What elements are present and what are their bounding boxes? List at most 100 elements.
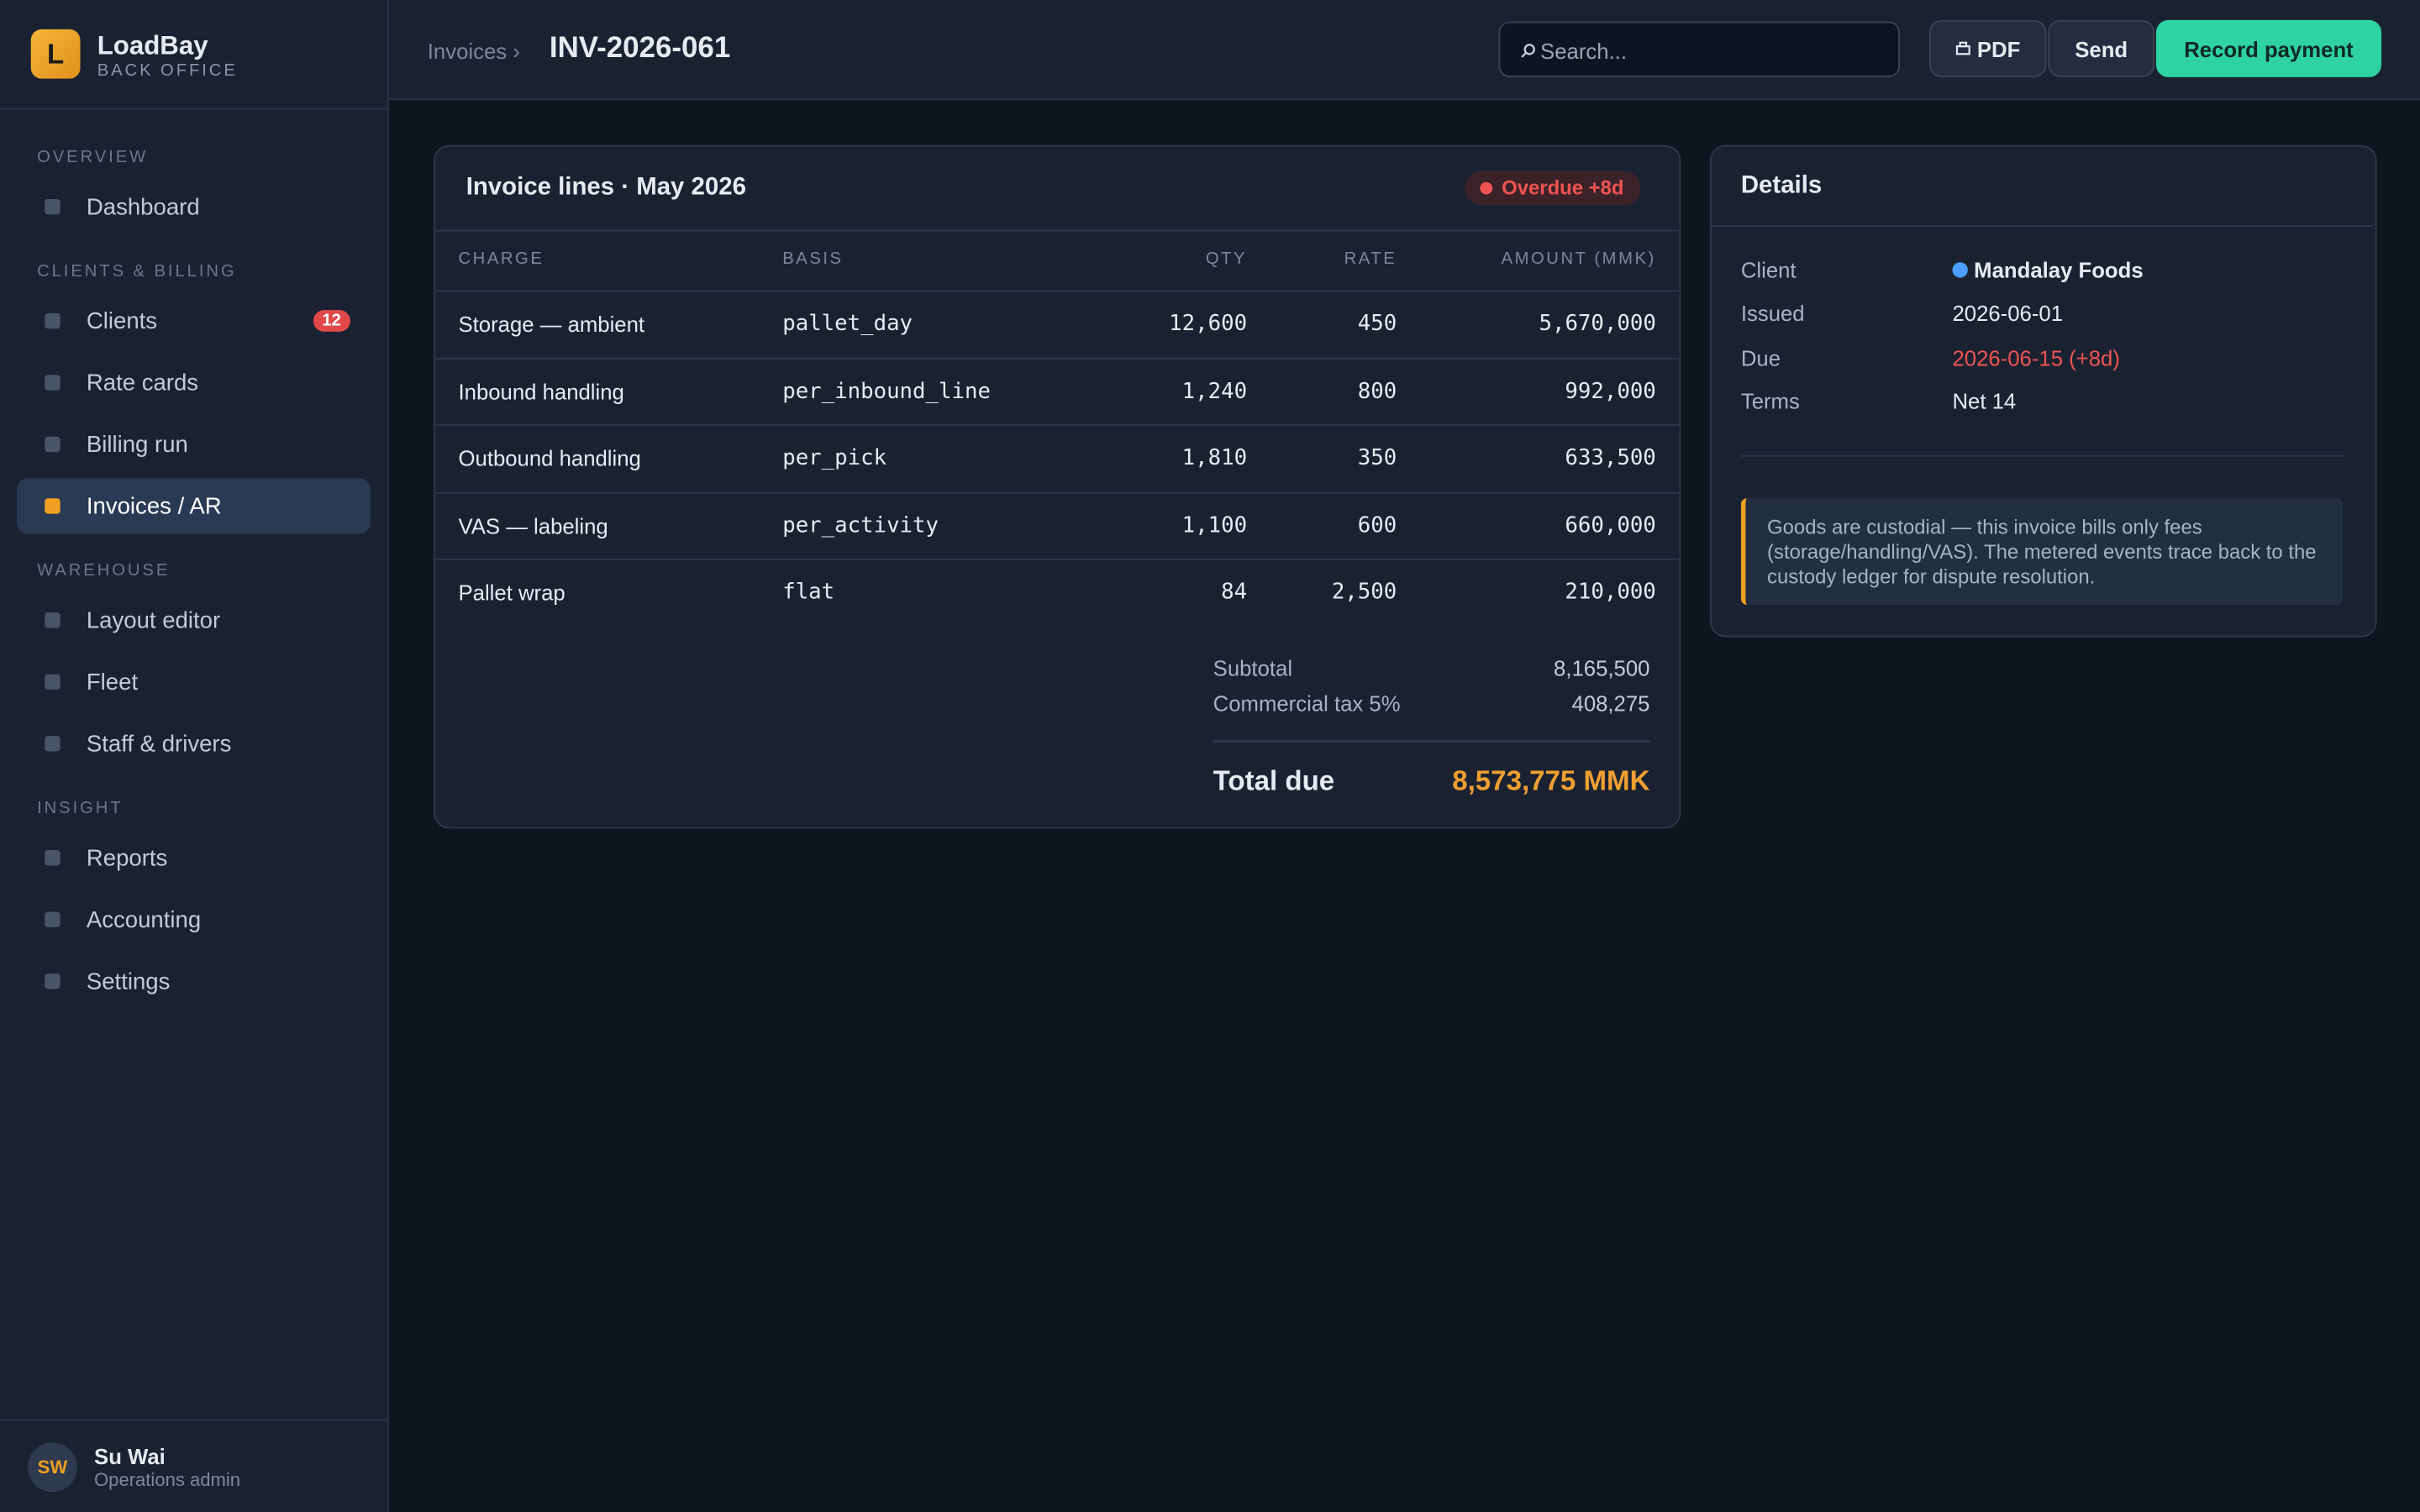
nav-label: Staff & drivers [86, 730, 232, 757]
table-cell: 350 [1357, 446, 1397, 471]
divider [434, 491, 1680, 494]
nav-item[interactable]: Rate cards [17, 354, 371, 410]
detail-text: 2026-06-01 [1952, 301, 2064, 327]
nav-item[interactable]: Dashboard [17, 179, 371, 234]
nav-label: Invoices / AR [86, 492, 222, 520]
column-header: QTY [1205, 249, 1248, 269]
nav-label: Dashboard [86, 193, 200, 220]
detail-value: Mandalay Foods [1952, 257, 2144, 283]
divider [1711, 225, 2374, 228]
pdf-icon [1955, 41, 1970, 55]
status-badge: Overdue +8d [1465, 171, 1641, 206]
table-cell: 800 [1357, 379, 1397, 404]
nav-label: Rate cards [86, 369, 199, 396]
table-cell: 84 [1221, 580, 1248, 606]
invoice-card [434, 144, 1681, 829]
nav-item[interactable]: Billing run [17, 417, 371, 472]
nav-icon [45, 850, 60, 866]
record-payment-button[interactable]: Record payment [2155, 19, 2382, 77]
divider [434, 290, 1680, 292]
column-header: RATE [1344, 249, 1397, 269]
total-value: 8,165,500 [1554, 655, 1650, 681]
table-cell: per_pick [782, 446, 887, 471]
total-due-label: Total due [1213, 765, 1335, 796]
page-title: INV-2026-061 [549, 32, 731, 66]
user-name: Su Wai [94, 1444, 166, 1469]
nav-item[interactable]: Settings [17, 953, 371, 1009]
table-cell: 1,240 [1181, 379, 1248, 404]
status-text: Overdue +8d [1502, 176, 1624, 199]
total-label: Commercial tax 5% [1213, 690, 1401, 717]
detail-value: 2026-06-01 [1952, 302, 2063, 326]
section-title: OVERVIEW [37, 148, 149, 167]
nav-icon [45, 973, 60, 990]
nav-item[interactable]: Invoices / AR [17, 478, 371, 534]
section-title: INSIGHT [37, 799, 124, 818]
detail-value: 2026-06-15 (+8d) [1952, 345, 2119, 370]
avatar[interactable]: SW [28, 1442, 77, 1493]
brand-subtitle: BACK OFFICE [97, 61, 238, 81]
section-title: WAREHOUSE [37, 561, 171, 580]
table-cell: pallet_day [782, 312, 913, 337]
brand: LoadBay [97, 30, 208, 60]
details-title: Details [1740, 172, 1823, 199]
table-cell: VAS — labeling [458, 513, 608, 538]
nav-item[interactable]: Layout editor [17, 592, 371, 648]
note: Goods are custodial — this invoice bills… [1740, 498, 2344, 606]
pdf-button[interactable]: PDF [1928, 19, 2047, 77]
table-cell: 1,810 [1181, 446, 1248, 471]
nav-item[interactable]: Staff & drivers [17, 716, 371, 771]
detail-label: Issued [1740, 301, 1805, 327]
column-header: BASIS [782, 249, 844, 269]
nav-icon [45, 911, 60, 927]
divider [1740, 454, 2344, 457]
nav-label: Layout editor [86, 606, 221, 633]
nav-label: Accounting [86, 906, 202, 933]
detail-text: Net 14 [1952, 388, 2017, 414]
nav-item[interactable]: Fleet [17, 654, 371, 710]
table-cell: 2,500 [1331, 580, 1397, 606]
column-header: CHARGE [458, 249, 544, 269]
search[interactable]: Search... [1498, 21, 1901, 77]
table-cell: 660,000 [1565, 513, 1656, 538]
nav-label: Settings [86, 968, 171, 995]
section-title: CLIENTS & BILLING [37, 262, 237, 281]
nav-icon [45, 498, 60, 514]
nav-icon [45, 612, 60, 628]
status-dot [1480, 181, 1493, 195]
nav-icon [45, 375, 60, 391]
table-cell: 992,000 [1565, 379, 1656, 404]
user-role: Operations admin [94, 1468, 241, 1491]
nav-item[interactable]: Clients 12 [17, 293, 371, 349]
search-placeholder: Search... [1540, 38, 1627, 64]
nav-item[interactable]: Accounting [17, 892, 371, 948]
table-cell: 600 [1357, 513, 1397, 538]
breadcrumb[interactable]: Invoices › [427, 38, 520, 64]
client-dot [1952, 262, 1968, 278]
nav-badge: 12 [313, 310, 350, 332]
nav-item[interactable]: Reports [17, 830, 371, 885]
table-cell: Pallet wrap [458, 580, 566, 606]
table-cell: per_activity [782, 513, 939, 538]
nav-label: Fleet [86, 669, 139, 696]
nav-label: Clients [86, 307, 158, 334]
table-cell: 5,670,000 [1539, 312, 1656, 337]
divider [434, 424, 1680, 427]
send-button[interactable]: Send [2048, 19, 2155, 77]
table-cell: 1,100 [1181, 513, 1248, 538]
divider [0, 1419, 388, 1421]
card-title: Invoice lines · May 2026 [466, 174, 746, 201]
total-due-value: 8,573,775 MMK [1452, 765, 1650, 796]
detail-text: Mandalay Foods [1974, 257, 2144, 283]
search-icon [1521, 44, 1535, 58]
detail-label: Client [1740, 257, 1797, 283]
divider [434, 229, 1680, 232]
divider [434, 559, 1680, 561]
detail-label: Terms [1740, 388, 1800, 414]
sidebar: L LoadBay BACK OFFICE SW Su Wai Operatio… [0, 0, 389, 1512]
nav-label: Billing run [86, 431, 188, 458]
nav-icon [45, 674, 60, 690]
nav-icon [45, 198, 60, 215]
